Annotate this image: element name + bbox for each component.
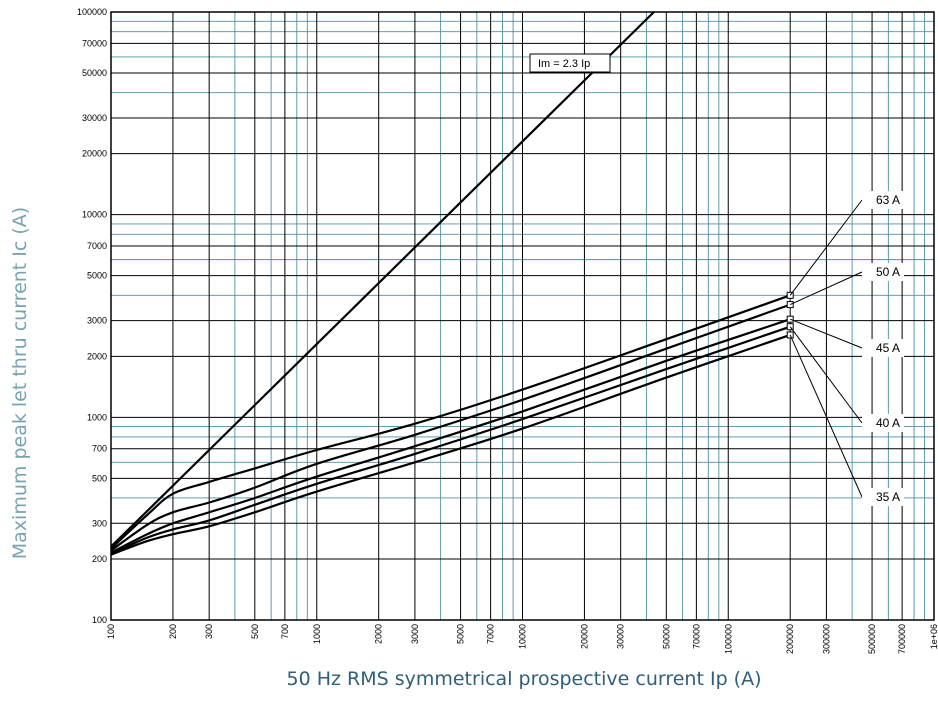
x-tick-label: 100000 bbox=[723, 624, 733, 654]
plot-frame bbox=[110, 11, 935, 621]
x-tick-label: 300000 bbox=[821, 624, 831, 654]
y-tick-label: 20000 bbox=[82, 149, 107, 159]
y-tick-label: 30000 bbox=[82, 113, 107, 123]
leader-line bbox=[789, 334, 863, 498]
x-tick-label: 500 bbox=[250, 624, 260, 639]
series-line-35a bbox=[110, 333, 791, 556]
x-axis-label: 50 Hz RMS symmetrical prospective curren… bbox=[286, 668, 762, 690]
curve-labels: 63 A 50 A 45 A 40 A 35 A Im = 2.3 Ip bbox=[529, 53, 904, 506]
x-tick-label: 700 bbox=[280, 624, 290, 639]
label-box bbox=[862, 191, 904, 209]
x-tick-label: 1e+06 bbox=[929, 624, 938, 649]
y-tick-label: 2000 bbox=[87, 351, 107, 361]
curve-label: 35 A bbox=[876, 490, 900, 504]
x-tick-label: 7000 bbox=[486, 624, 496, 644]
x-tick-label: 100 bbox=[106, 624, 116, 639]
series-lines bbox=[110, 11, 791, 556]
series-line-45a bbox=[110, 318, 791, 554]
x-tick-label: 300 bbox=[204, 624, 214, 639]
x-tick-label: 20000 bbox=[579, 624, 589, 649]
curve-label: 63 A bbox=[876, 193, 900, 207]
y-tick-label: 300 bbox=[92, 518, 107, 528]
x-tick-label: 200000 bbox=[785, 624, 795, 654]
x-tick-label: 70000 bbox=[691, 624, 701, 649]
series-line-40a bbox=[110, 325, 791, 555]
x-tick-label: 700000 bbox=[897, 624, 907, 654]
leader-lines bbox=[789, 199, 863, 498]
x-tick-labels: 100 200 300 500 700 1000 2000 3000 5000 7000 10000… bbox=[106, 624, 938, 654]
x-tick-label: 1000 bbox=[312, 624, 322, 644]
im-label-box bbox=[529, 53, 611, 73]
leader-line bbox=[789, 271, 863, 306]
im-label: Im = 2.3 Ip bbox=[538, 58, 590, 70]
y-tick-label: 50000 bbox=[82, 68, 107, 78]
x-tick-label: 3000 bbox=[410, 624, 420, 644]
y-tick-label: 500 bbox=[92, 473, 107, 483]
y-tick-label: 100 bbox=[92, 615, 107, 625]
y-axis-label: Maximum peak let thru current Ic (A) bbox=[9, 206, 31, 560]
y-tick-label: 3000 bbox=[87, 316, 107, 326]
leader-line bbox=[789, 326, 863, 424]
y-tick-label: 5000 bbox=[87, 271, 107, 281]
curve-label: 40 A bbox=[876, 416, 900, 430]
curve-label: 45 A bbox=[876, 341, 900, 355]
x-tick-label: 5000 bbox=[456, 624, 466, 644]
series-line-63a bbox=[110, 294, 791, 550]
y-tick-label: 7000 bbox=[87, 241, 107, 251]
y-tick-label: 200 bbox=[92, 554, 107, 564]
curve-label: 50 A bbox=[876, 265, 900, 279]
y-tick-label: 1000 bbox=[87, 412, 107, 422]
y-tick-label: 70000 bbox=[82, 38, 107, 48]
y-tick-label: 10000 bbox=[82, 210, 107, 220]
x-tick-label: 10000 bbox=[518, 624, 528, 649]
y-axis-label-container: Maximum peak let thru current Ic (A) bbox=[0, 0, 40, 723]
y-tick-label: 100000 bbox=[77, 7, 107, 17]
label-box bbox=[862, 339, 904, 357]
y-tick-labels: 100 200 300 500 700 1000 2000 3000 5000 7000 10000… bbox=[77, 7, 107, 625]
x-tick-label: 2000 bbox=[374, 624, 384, 644]
x-tick-label: 30000 bbox=[616, 624, 626, 649]
x-tick-label: 500000 bbox=[867, 624, 877, 654]
label-box bbox=[862, 263, 904, 281]
leader-line bbox=[790, 318, 863, 349]
y-tick-label: 700 bbox=[92, 444, 107, 454]
series-line-im bbox=[110, 11, 655, 548]
x-tick-label: 200 bbox=[168, 624, 178, 639]
label-box bbox=[862, 414, 904, 432]
series-line-50a bbox=[110, 303, 791, 552]
x-tick-label: 50000 bbox=[661, 624, 671, 649]
leader-line bbox=[789, 199, 863, 296]
label-box bbox=[862, 488, 904, 506]
